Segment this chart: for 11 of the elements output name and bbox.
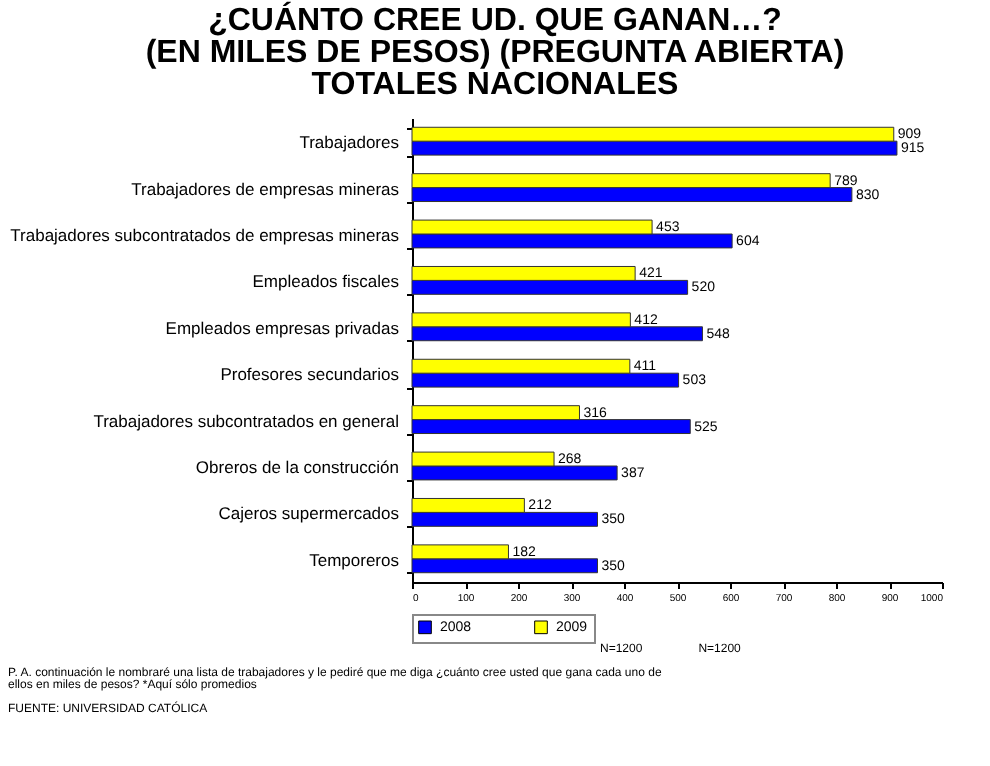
y-tick-label: Empleados empresas privadas: [165, 317, 399, 338]
y-tick-label: Empleados fiscales: [252, 271, 399, 292]
y-tick-label: Temporeros: [309, 549, 399, 570]
y-tick-label: Trabajadores subcontratados de empresas mineras: [10, 225, 399, 245]
y-tick-label: Cajeros supermercados: [218, 503, 399, 524]
y-tick-label: Profesores secundarios: [220, 364, 399, 385]
y-tick-label: Trabajadores subcontratados en general: [93, 410, 400, 431]
chart-title: ¿CUÁNTO CREE UD. QUE GANAN…? (EN MILES DE PESOS) (PREGUNTA ABIERTA) TOTALES NACIONALES: [143, 4, 847, 102]
y-tick-label: Obreros de la construcción: [195, 457, 400, 477]
y-tick-label: Trabajadores de empresas mineras: [131, 178, 399, 199]
y-tick-label: Trabajadores: [299, 132, 399, 153]
